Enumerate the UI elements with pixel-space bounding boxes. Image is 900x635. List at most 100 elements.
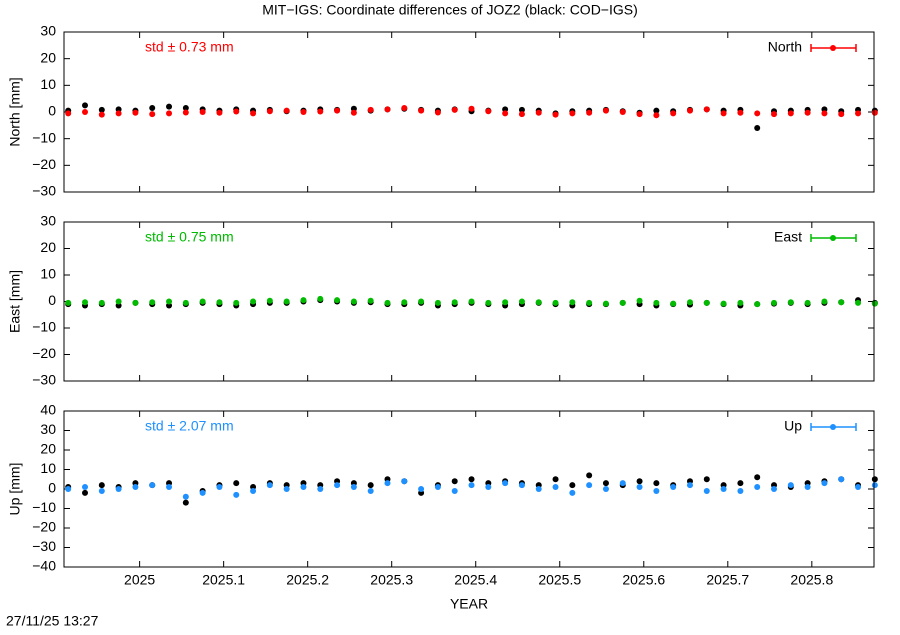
data-point xyxy=(485,299,492,306)
data-point xyxy=(502,480,509,487)
data-point xyxy=(720,110,727,117)
data-point xyxy=(132,109,139,116)
legend-label: East xyxy=(774,229,802,245)
data-point xyxy=(283,298,290,305)
legend-marker xyxy=(830,45,836,51)
data-point xyxy=(334,107,341,114)
y-tick-label: −30 xyxy=(32,183,56,199)
data-point xyxy=(65,110,72,117)
data-point xyxy=(737,480,744,487)
data-point xyxy=(518,106,525,113)
data-point xyxy=(754,301,761,308)
data-point xyxy=(804,109,811,116)
data-point xyxy=(115,298,122,305)
data-point xyxy=(367,297,374,304)
data-point xyxy=(115,110,122,117)
data-point xyxy=(619,299,626,306)
data-point xyxy=(485,108,492,115)
data-point xyxy=(871,109,878,116)
data-point xyxy=(166,484,173,491)
chart-title: MIT−IGS: Coordinate differences of JOZ2 … xyxy=(262,2,638,18)
y-tick-label: −20 xyxy=(32,156,56,172)
data-point xyxy=(569,489,576,496)
data-point xyxy=(401,478,408,485)
data-point xyxy=(418,298,425,305)
x-tick-label: 2025.6 xyxy=(622,572,665,588)
y-tick-label: 10 xyxy=(40,266,56,282)
y-tick-label: −30 xyxy=(32,372,56,388)
data-point xyxy=(216,299,223,306)
data-point xyxy=(871,482,878,489)
data-point xyxy=(871,300,878,307)
data-point xyxy=(149,482,156,489)
x-axis-label: YEAR xyxy=(450,596,488,612)
data-point xyxy=(686,299,693,306)
data-point xyxy=(434,109,441,116)
data-point xyxy=(132,484,139,491)
x-tick-label: 2025.1 xyxy=(202,572,245,588)
data-point xyxy=(653,112,660,119)
data-point xyxy=(250,487,257,494)
data-point xyxy=(804,299,811,306)
y-axis-label: Up [mm] xyxy=(7,463,23,516)
y-tick-label: 30 xyxy=(40,421,56,437)
data-point xyxy=(250,298,257,305)
data-point xyxy=(166,103,173,110)
y-tick-label: 20 xyxy=(40,441,56,457)
data-point xyxy=(552,484,559,491)
data-point xyxy=(485,484,492,491)
data-point xyxy=(334,482,341,489)
data-point xyxy=(451,299,458,306)
plot-frame xyxy=(63,31,875,193)
data-point xyxy=(233,480,240,487)
data-point xyxy=(149,299,156,306)
data-point xyxy=(283,107,290,114)
data-point xyxy=(754,474,761,481)
data-point xyxy=(855,110,862,117)
data-point xyxy=(418,486,425,492)
data-point xyxy=(182,499,189,506)
data-point xyxy=(233,299,240,306)
annotation: std ± 2.07 mm xyxy=(145,418,234,434)
data-point xyxy=(653,480,660,487)
y-tick-label: 30 xyxy=(40,23,56,39)
data-point xyxy=(737,299,744,306)
x-tick-label: 2025.5 xyxy=(538,572,581,588)
y-tick-label: 0 xyxy=(48,480,56,496)
timestamp: 27/11/25 13:27 xyxy=(6,613,99,629)
data-point xyxy=(82,109,89,115)
data-point xyxy=(720,300,727,307)
data-point xyxy=(149,105,156,111)
data-point xyxy=(233,491,240,498)
y-tick-label: −10 xyxy=(32,129,56,145)
data-point xyxy=(670,484,677,491)
annotation: std ± 0.75 mm xyxy=(145,229,234,245)
data-point xyxy=(502,110,509,117)
data-point xyxy=(367,106,374,113)
y-tick-label: 40 xyxy=(40,402,56,418)
data-point xyxy=(737,487,744,494)
data-point xyxy=(586,109,593,116)
legend-label: North xyxy=(768,39,802,55)
data-point xyxy=(434,299,441,306)
data-point xyxy=(182,105,189,111)
data-point xyxy=(266,482,273,489)
data-point xyxy=(82,102,89,109)
y-tick-label: −20 xyxy=(32,519,56,535)
data-point xyxy=(82,489,89,496)
data-point xyxy=(266,297,273,304)
data-point xyxy=(653,107,660,114)
data-point xyxy=(653,299,660,306)
data-point xyxy=(283,486,290,492)
y-tick-label: 10 xyxy=(40,460,56,476)
y-axis-label: East [mm] xyxy=(7,270,23,333)
data-point xyxy=(401,299,408,306)
data-point xyxy=(216,109,223,116)
data-point xyxy=(468,476,475,483)
data-point xyxy=(535,109,542,116)
data-point xyxy=(182,493,189,500)
data-point xyxy=(703,106,710,113)
data-point xyxy=(686,107,693,114)
data-point xyxy=(619,480,626,487)
